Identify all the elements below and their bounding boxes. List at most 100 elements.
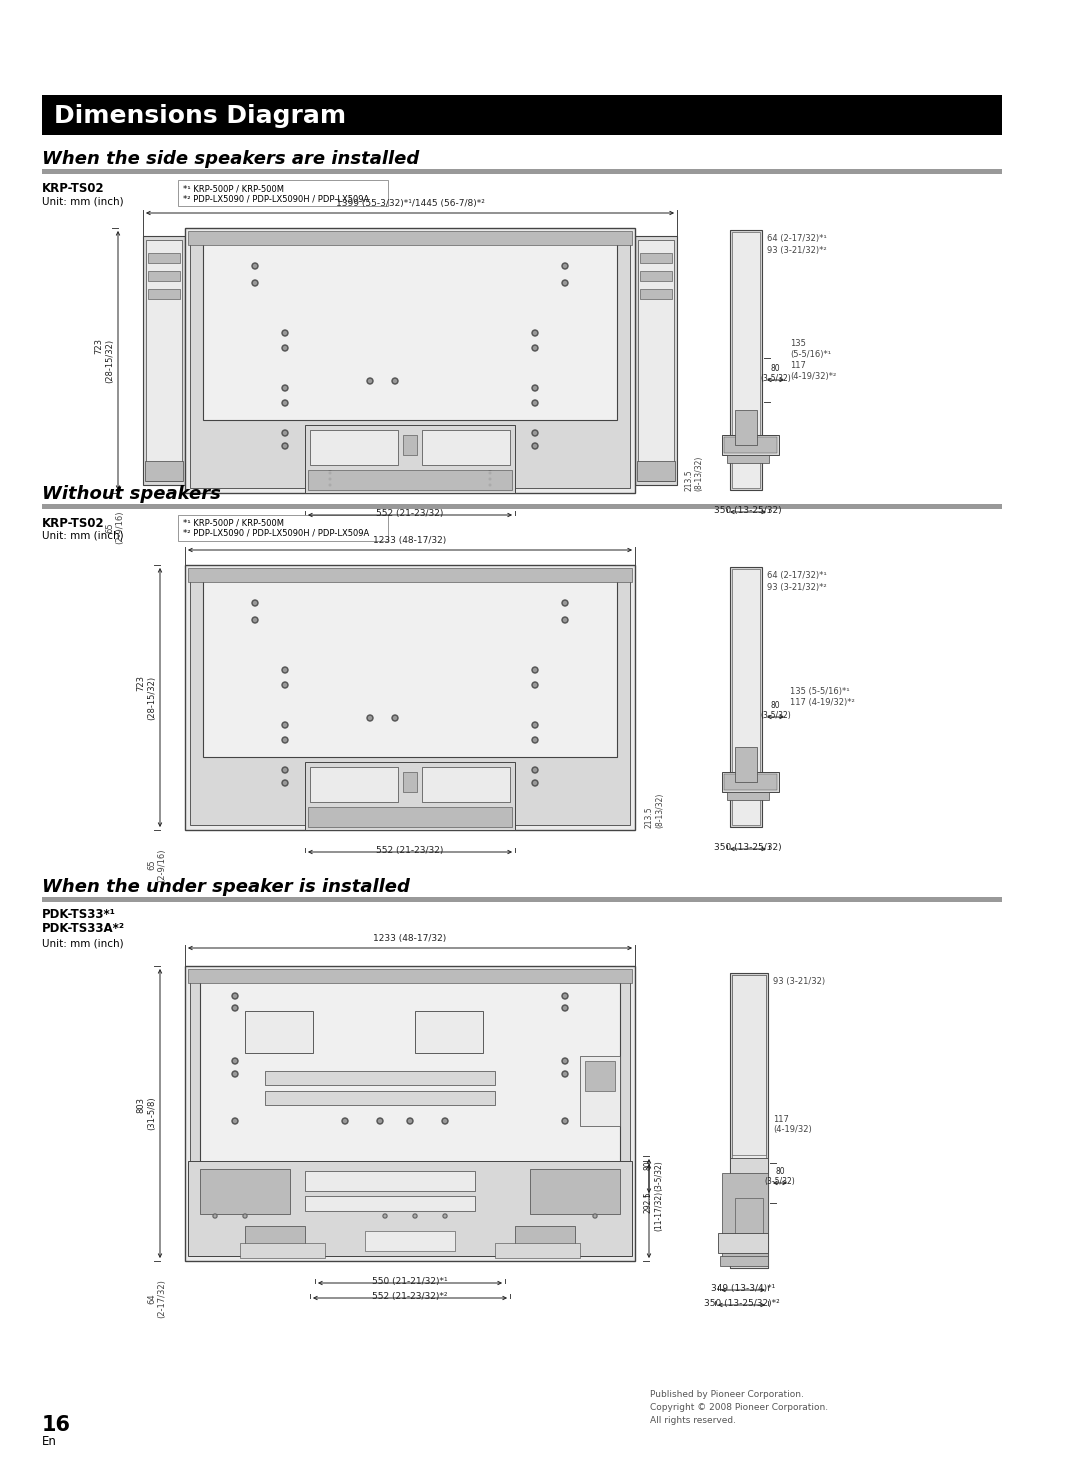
Bar [145, 461, 183, 480]
Circle shape [593, 1213, 597, 1218]
Bar [403, 772, 417, 792]
Text: When the under speaker is installed: When the under speaker is installed [42, 878, 410, 896]
Circle shape [213, 1213, 217, 1218]
Circle shape [532, 780, 538, 786]
Bar [203, 239, 617, 420]
Circle shape [233, 1073, 237, 1076]
Circle shape [342, 1117, 348, 1123]
Circle shape [283, 769, 286, 772]
Circle shape [244, 1215, 246, 1216]
Circle shape [562, 1117, 568, 1123]
Text: 93 (3-21/32): 93 (3-21/32) [773, 977, 825, 986]
Bar [188, 970, 632, 983]
Circle shape [233, 1007, 237, 1009]
Text: 350 (13-25/32)*²: 350 (13-25/32)*² [704, 1299, 780, 1308]
Text: 1399 (55-3/32)*¹/1445 (56-7/8)*²: 1399 (55-3/32)*¹/1445 (56-7/8)*² [336, 200, 485, 208]
Circle shape [488, 483, 492, 486]
Bar [42, 897, 1002, 902]
Circle shape [368, 445, 372, 448]
Circle shape [534, 739, 537, 742]
Circle shape [532, 721, 538, 729]
Circle shape [534, 387, 537, 390]
Text: Unit: mm (inch): Unit: mm (inch) [42, 531, 123, 541]
Bar [735, 746, 757, 782]
Text: 550 (21-21/32)*¹: 550 (21-21/32)*¹ [373, 1277, 448, 1286]
Circle shape [338, 782, 341, 785]
Bar [308, 470, 512, 491]
Text: 65
(2-9/16): 65 (2-9/16) [106, 511, 124, 544]
Circle shape [329, 471, 330, 474]
Circle shape [283, 346, 286, 349]
Circle shape [534, 331, 537, 334]
Circle shape [283, 668, 286, 671]
Circle shape [367, 378, 373, 384]
Text: 349 (13-3/4)*¹: 349 (13-3/4)*¹ [711, 1284, 775, 1293]
Text: 65
(2-9/16): 65 (2-9/16) [147, 848, 166, 881]
Circle shape [564, 1119, 567, 1122]
Text: Dimensions Diagram: Dimensions Diagram [54, 103, 346, 129]
Circle shape [564, 995, 567, 998]
Bar [265, 1072, 495, 1085]
Bar [727, 455, 769, 463]
Circle shape [254, 281, 257, 284]
Circle shape [232, 1072, 238, 1077]
Text: 64 (2-17/32)*¹
93 (3-21/32)*²: 64 (2-17/32)*¹ 93 (3-21/32)*² [767, 571, 827, 591]
Circle shape [393, 380, 396, 383]
Circle shape [489, 471, 490, 474]
Circle shape [283, 331, 286, 334]
Circle shape [444, 1215, 446, 1216]
Bar [305, 426, 515, 494]
Bar [732, 975, 766, 1267]
Circle shape [337, 780, 343, 786]
Circle shape [392, 443, 399, 449]
Circle shape [329, 485, 330, 486]
Text: 350 (13-25/32): 350 (13-25/32) [714, 842, 782, 851]
Bar [720, 1256, 768, 1267]
Text: When the side speakers are installed: When the side speakers are installed [42, 149, 419, 168]
Circle shape [392, 715, 399, 721]
Bar [42, 95, 1002, 134]
Circle shape [282, 430, 288, 436]
Text: Unit: mm (inch): Unit: mm (inch) [42, 939, 123, 947]
Bar [200, 978, 620, 1163]
Bar [422, 430, 510, 466]
Bar [190, 571, 630, 825]
Circle shape [488, 477, 492, 480]
Circle shape [564, 602, 567, 605]
Bar [310, 767, 399, 803]
Bar [735, 409, 757, 445]
Circle shape [534, 402, 537, 405]
Bar [143, 236, 185, 485]
Bar [640, 290, 672, 299]
Text: 80
(3-5/32): 80 (3-5/32) [644, 1160, 663, 1191]
Circle shape [368, 782, 372, 785]
Bar [640, 270, 672, 281]
Bar [718, 1233, 768, 1253]
Circle shape [562, 279, 568, 287]
Text: 552 (21-23/32): 552 (21-23/32) [376, 508, 444, 517]
Circle shape [233, 1119, 237, 1122]
Bar [305, 1196, 475, 1210]
Bar [245, 1011, 313, 1052]
Circle shape [407, 1117, 413, 1123]
Circle shape [534, 683, 537, 686]
Text: 292.5
(11-17/32): 292.5 (11-17/32) [644, 1191, 663, 1231]
Text: 1233 (48-17/32): 1233 (48-17/32) [374, 934, 447, 943]
Circle shape [252, 263, 258, 269]
Circle shape [252, 616, 258, 624]
Circle shape [532, 681, 538, 687]
Text: 80
(3-5/32): 80 (3-5/32) [765, 1166, 795, 1185]
Bar [185, 967, 635, 1261]
Circle shape [384, 1215, 386, 1216]
Circle shape [532, 330, 538, 336]
Circle shape [443, 1213, 447, 1218]
Circle shape [232, 1005, 238, 1011]
Text: 723
(28-15/32): 723 (28-15/32) [95, 338, 114, 383]
Circle shape [564, 618, 567, 622]
Text: 803
(31-5/8): 803 (31-5/8) [136, 1097, 156, 1131]
Bar [730, 973, 768, 1268]
Text: 350 (13-25/32): 350 (13-25/32) [714, 505, 782, 514]
Bar [635, 236, 677, 485]
Text: En: En [42, 1435, 57, 1448]
Bar [530, 1169, 620, 1213]
